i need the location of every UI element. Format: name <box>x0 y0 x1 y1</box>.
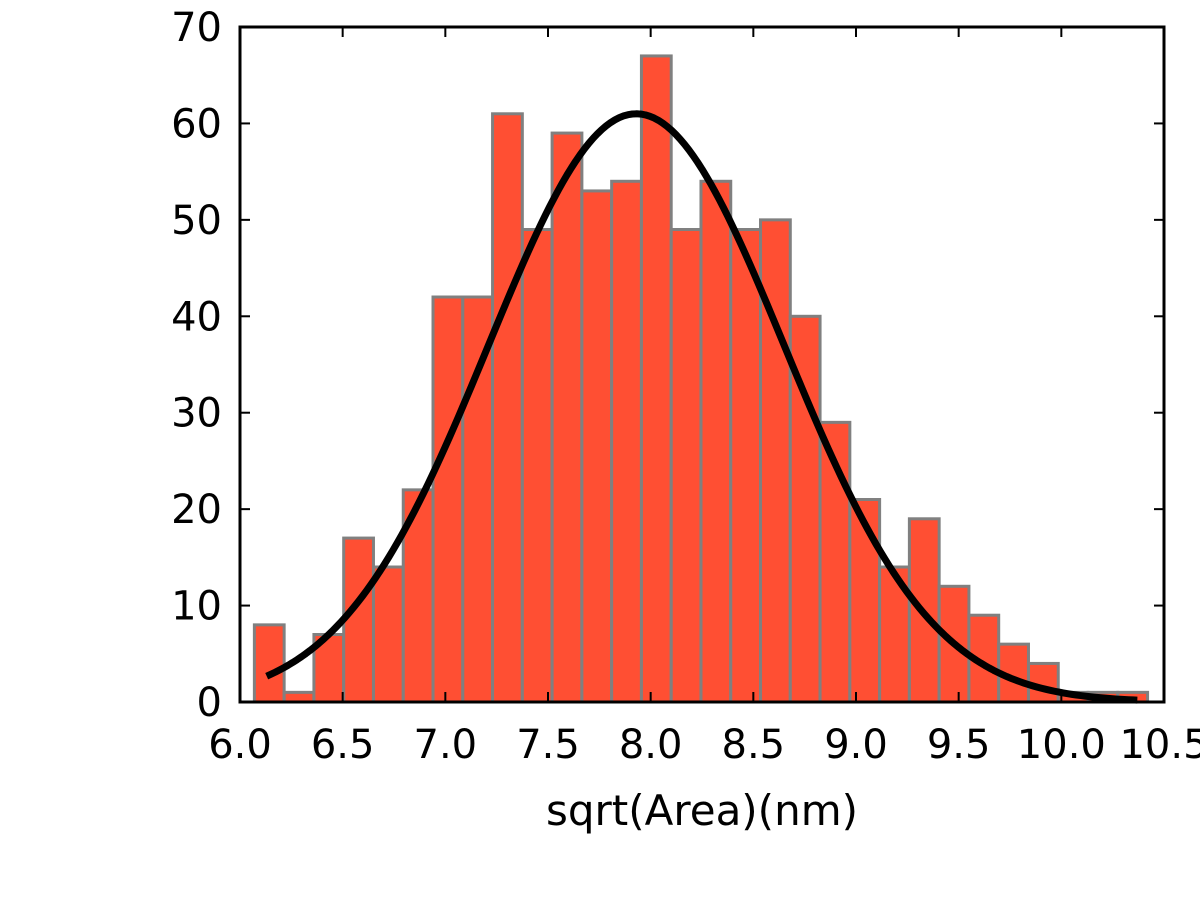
y-tick-label: 70 <box>171 5 222 51</box>
histogram-bar <box>550 131 584 704</box>
y-tick-label: 0 <box>197 680 222 726</box>
histogram-bar <box>729 228 763 704</box>
gaussian-fit-curve <box>265 110 1138 704</box>
histogram-bar <box>252 623 286 704</box>
x-tick-label: 8.5 <box>722 722 786 768</box>
x-tick-label: 6.5 <box>311 722 375 768</box>
y-tick-label: 30 <box>171 391 222 437</box>
x-tick-label: 7.0 <box>414 722 478 768</box>
histogram-bar <box>639 54 673 704</box>
x-tick-labels: 6.0 6.5 7.0 7.5 8.0 8.5 9.0 9.5 10.0 10.5 <box>208 722 1200 768</box>
y-tick-label: 10 <box>171 584 222 630</box>
histogram-bar <box>491 112 524 704</box>
histogram-bar <box>371 565 405 704</box>
x-tick-label: 7.5 <box>516 722 580 768</box>
plot-frame <box>238 25 1166 704</box>
y-tick-labels: 0 10 20 30 40 50 60 70 <box>171 5 222 726</box>
y-tick-label: 40 <box>171 294 222 340</box>
x-tick-label: 10.0 <box>1017 722 1106 768</box>
x-tick-label: 9.0 <box>824 722 888 768</box>
bars-group <box>252 54 1150 704</box>
histogram-bar <box>580 189 614 704</box>
x-tick-label: 9.5 <box>927 722 991 768</box>
y-tick-label: 60 <box>171 101 222 147</box>
y-tick-label: 50 <box>171 198 222 244</box>
histogram-bar <box>610 179 643 704</box>
y-tick-label: 20 <box>171 487 222 533</box>
x-tick-label: 10.5 <box>1119 722 1200 768</box>
histogram-bar <box>520 228 554 704</box>
histogram-bar <box>848 498 882 704</box>
histogram-bar <box>699 179 733 704</box>
histogram-bar <box>669 228 703 704</box>
x-tick-label: 6.0 <box>208 722 272 768</box>
histogram-bar <box>342 536 375 704</box>
histogram-bar <box>431 295 465 704</box>
x-axis-label: sqrt(Area)(nm) <box>546 786 858 835</box>
x-tick-label: 8.0 <box>619 722 683 768</box>
histogram-bar <box>461 295 495 704</box>
